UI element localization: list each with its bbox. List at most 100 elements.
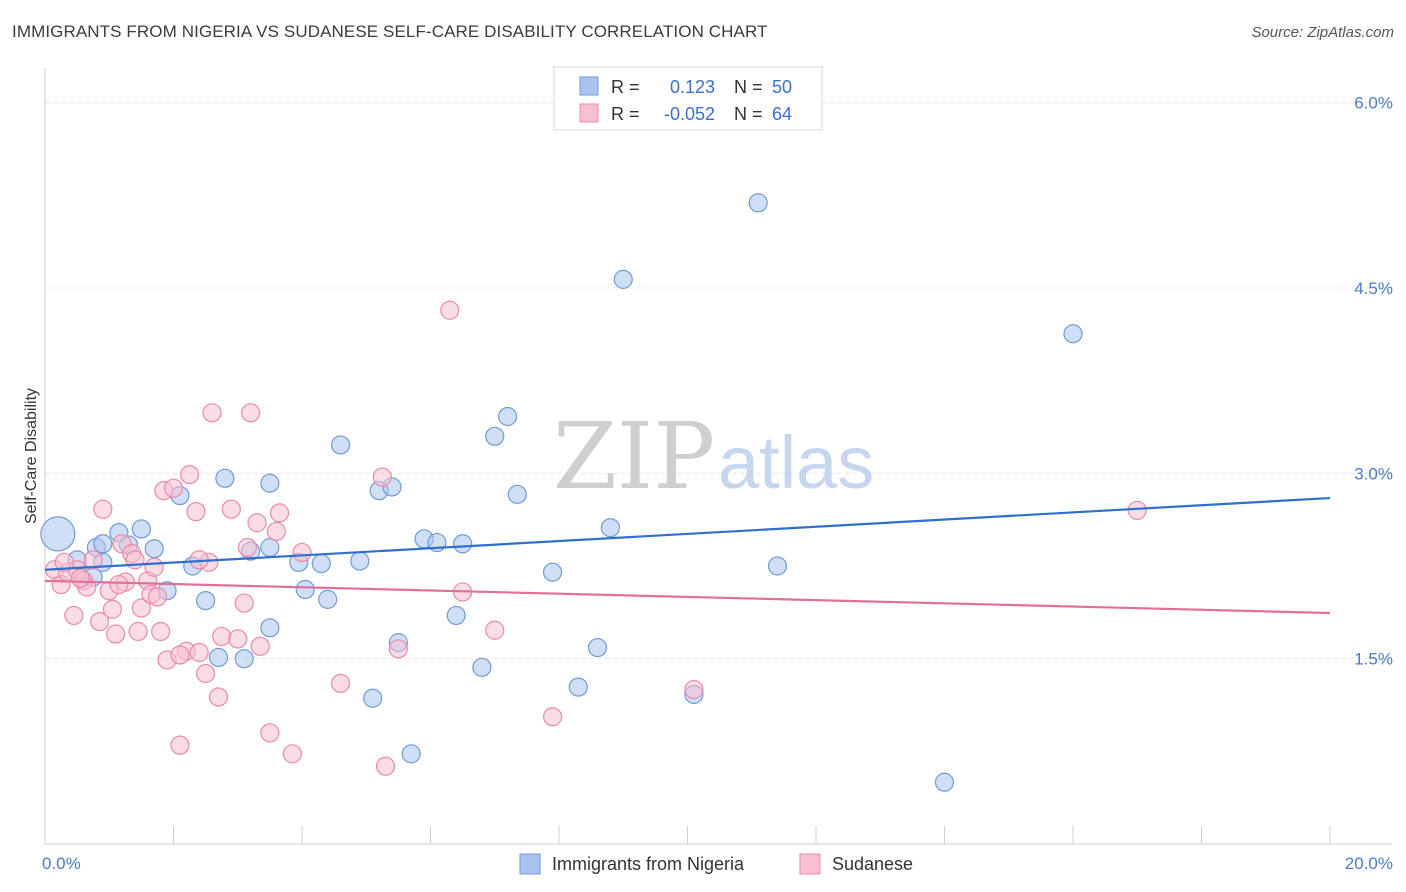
sudanese-point-39 (237, 537, 257, 558)
sudanese-point-20 (144, 557, 164, 577)
nigeria-point-14 (215, 468, 235, 488)
sudanese-point-49 (372, 467, 392, 487)
sudanese-point-58 (64, 605, 84, 626)
y-tick-labels: 1.5% 3.0% 4.5% 6.0% (1354, 94, 1393, 669)
sudanese-point-29 (186, 502, 206, 522)
axes (44, 68, 1392, 845)
sudanese-point-40 (241, 403, 261, 423)
sudanese-point-41 (247, 513, 267, 533)
nigeria-point-21 (295, 579, 315, 600)
sudanese-point-35 (212, 626, 232, 647)
legend-bottom-label-sudanese: Sudanese (832, 854, 913, 874)
correlation-legend: R = 0.123 N = 50 R = -0.052 N = 64 (553, 66, 823, 131)
sudanese-point-17 (131, 598, 151, 618)
nigeria-trend-line (44, 496, 1331, 571)
sudanese-point-52 (440, 300, 460, 320)
sudanese-point-62 (70, 568, 90, 588)
sudanese-point-42 (250, 636, 270, 656)
sudanese-point-26 (170, 735, 190, 755)
sudanese-point-7 (93, 499, 113, 519)
sudanese-point-36 (221, 499, 241, 519)
nigeria-point-33 (446, 605, 466, 626)
legend-r-value-sudanese: -0.052 (664, 104, 715, 124)
nigeria-point-12 (196, 591, 216, 611)
sudanese-point-59 (109, 574, 129, 595)
sudanese-point-47 (292, 542, 312, 563)
legend-n-label-nigeria: N = (734, 77, 763, 97)
trend-lines (44, 496, 1331, 615)
sudanese-point-57 (1127, 500, 1147, 521)
nigeria-point-25 (350, 551, 370, 571)
series-legend: Immigrants from Nigeria Sudanese (519, 853, 913, 875)
sudanese-point-21 (147, 587, 168, 607)
legend-r-label-nigeria: R = (611, 77, 640, 97)
chart-title: IMMIGRANTS FROM NIGERIA VS SUDANESE SELF… (12, 22, 768, 41)
sudanese-point-50 (375, 756, 396, 776)
nigeria-point-35 (472, 657, 492, 677)
nigeria-point-46 (767, 556, 788, 576)
legend-n-value-sudanese: 64 (772, 104, 792, 124)
legend-bottom-label-nigeria: Immigrants from Nigeria (552, 854, 745, 874)
sudanese-point-46 (282, 744, 302, 764)
nigeria-point-24 (330, 435, 351, 455)
nigeria-point-48 (934, 772, 955, 792)
sudanese-point-60 (54, 552, 74, 572)
nigeria-point-6 (144, 539, 164, 559)
nigeria-point-38 (507, 484, 527, 504)
y-axis-label: Self-Care Disability (23, 388, 40, 524)
legend-swatch-nigeria (579, 76, 599, 96)
sudanese-point-25 (163, 478, 184, 498)
sudanese-point-51 (388, 639, 408, 659)
watermark-zip: ZIP (553, 403, 715, 510)
sudanese-point-38 (234, 593, 254, 613)
nigeria-point-36 (485, 426, 505, 446)
sudanese-point-43 (260, 723, 280, 743)
y-tick-label-0: 1.5% (1354, 650, 1393, 669)
nigeria-point-0 (40, 516, 76, 552)
nigeria-point-47 (1063, 324, 1083, 344)
sudanese-point-10 (102, 599, 123, 619)
nigeria-point-40 (568, 677, 588, 697)
legend-box (553, 66, 823, 131)
sudanese-point-33 (202, 403, 222, 423)
sudanese-point-34 (208, 687, 229, 707)
watermark: ZIP atlas (553, 403, 874, 510)
nigeria-point-26 (363, 688, 383, 708)
sudanese-point-30 (189, 642, 209, 663)
nigeria-point-22 (311, 553, 331, 574)
sudanese-point-8 (90, 612, 110, 632)
x-tick-labels: 0.0% 20.0% (42, 854, 1393, 873)
nigeria-point-34 (453, 534, 473, 554)
data-points (40, 193, 1147, 792)
legend-n-label-sudanese: N = (734, 104, 763, 124)
y-tick-label-3: 6.0% (1354, 94, 1393, 113)
sudanese-point-22 (151, 621, 171, 642)
nigeria-point-2 (93, 534, 113, 554)
sudanese-point-6 (83, 550, 103, 570)
sudanese-point-16 (128, 621, 148, 642)
sudanese-point-28 (179, 464, 200, 485)
nigeria-point-23 (318, 589, 338, 609)
legend-swatch-sudanese (579, 103, 599, 123)
nigeria-point-17 (260, 473, 280, 493)
legend-n-value-nigeria: 50 (772, 77, 792, 97)
sudanese-point-11 (106, 624, 126, 644)
grid-lines (45, 102, 1392, 660)
sudanese-point-31 (196, 663, 216, 684)
nigeria-point-15 (234, 649, 254, 669)
nigeria-point-19 (260, 618, 280, 638)
nigeria-point-41 (587, 637, 608, 658)
nigeria-point-42 (600, 518, 621, 538)
sudanese-point-44 (266, 521, 286, 542)
sudanese-point-45 (269, 503, 290, 523)
sudanese-point-55 (542, 707, 563, 727)
sudanese-point-37 (228, 629, 248, 649)
legend-bottom-swatch-nigeria (519, 853, 541, 875)
nigeria-point-18 (260, 537, 280, 558)
y-tick-label-2: 4.5% (1354, 279, 1393, 298)
nigeria-point-45 (748, 193, 768, 213)
sudanese-point-48 (330, 673, 351, 693)
legend-r-value-nigeria: 0.123 (670, 77, 715, 97)
nigeria-point-39 (542, 562, 563, 582)
watermark-atlas: atlas (718, 421, 874, 504)
